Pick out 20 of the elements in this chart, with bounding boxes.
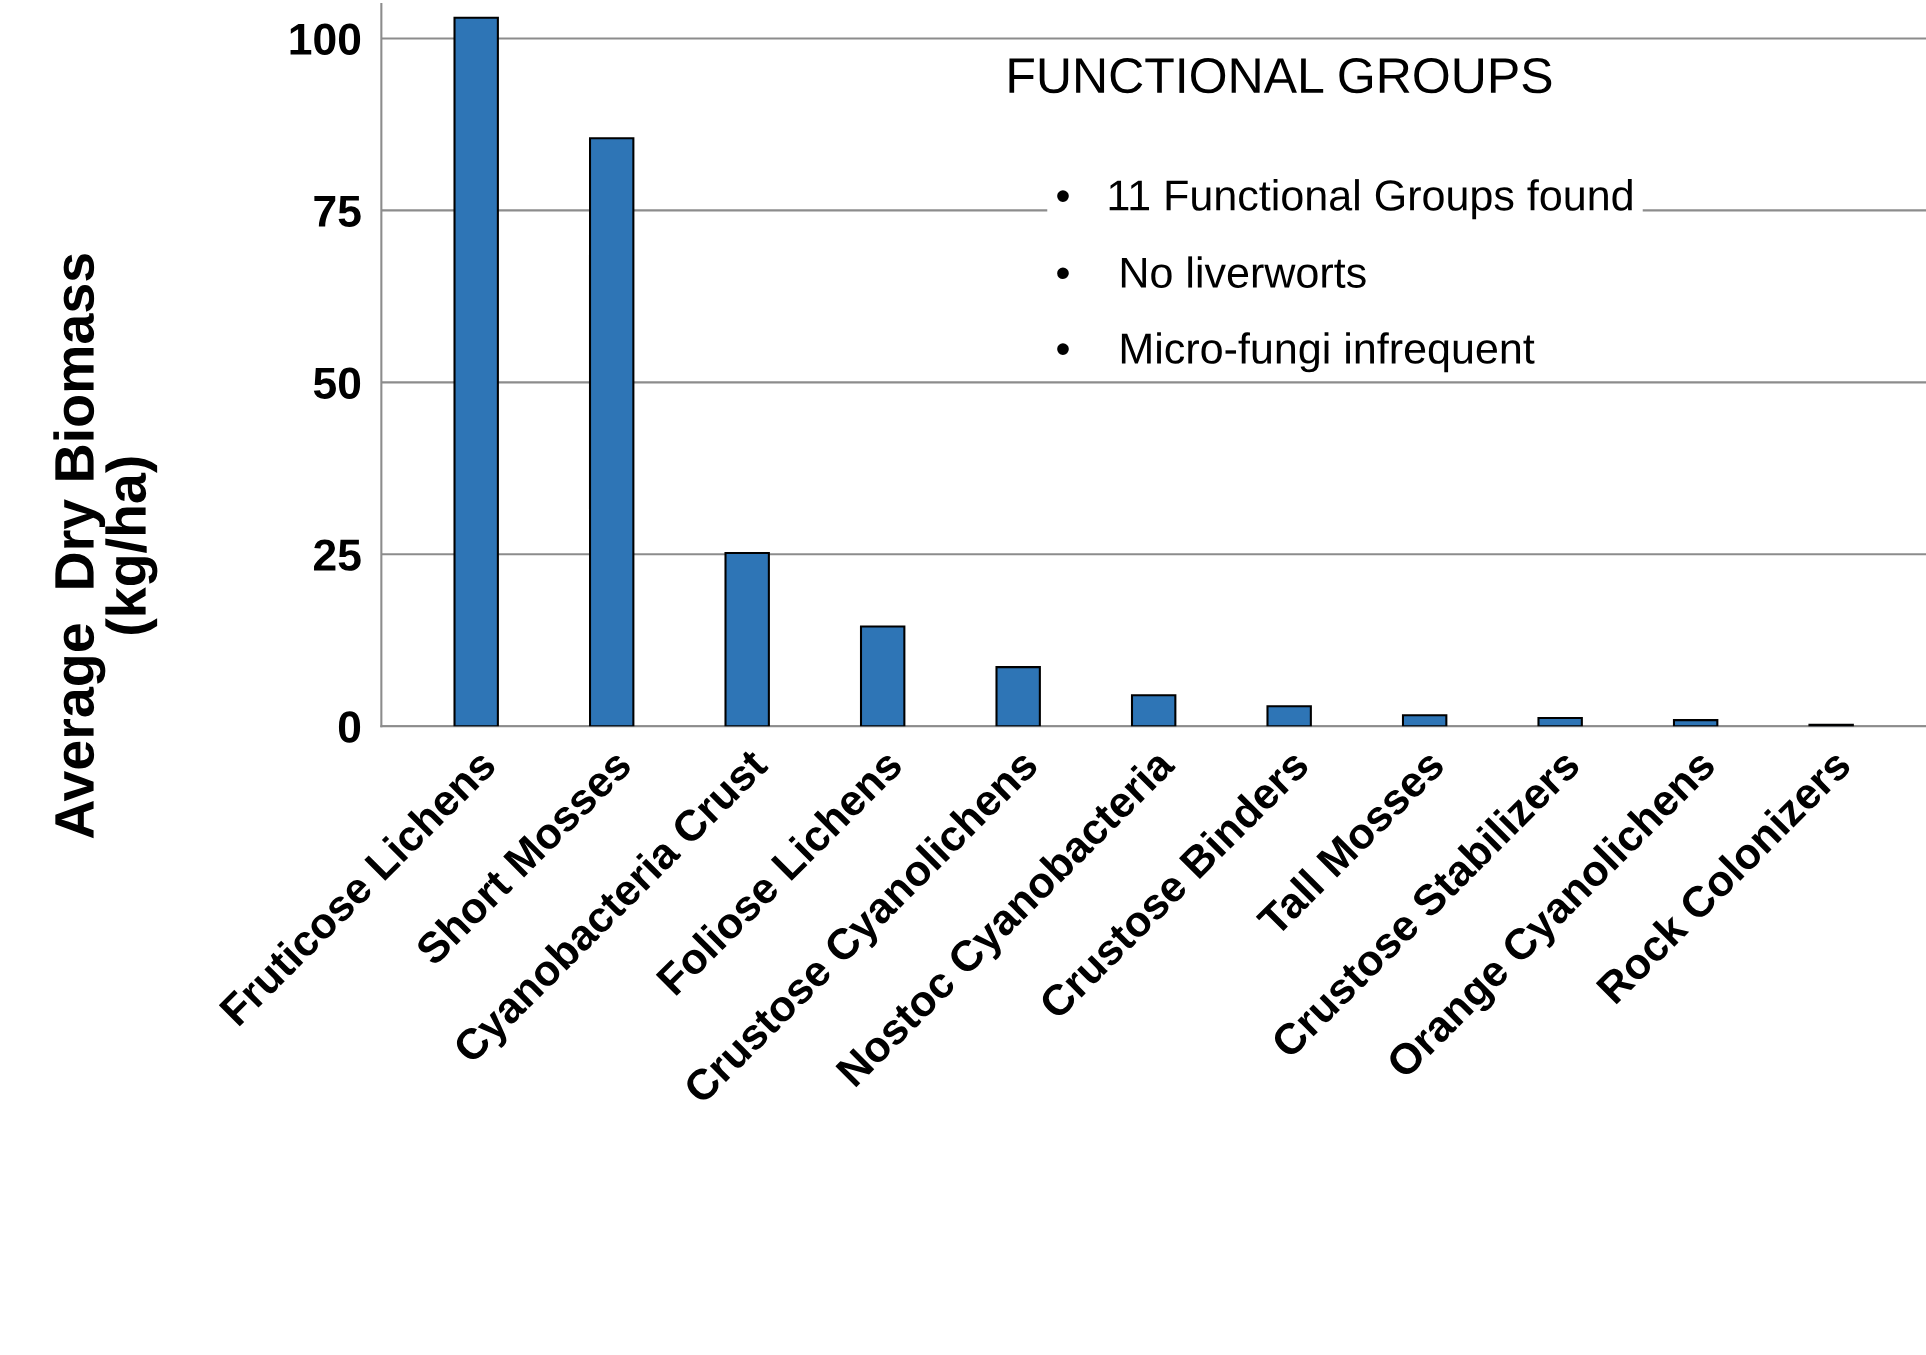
bar <box>1537 716 1583 727</box>
y-tick-label: 75 <box>314 195 361 227</box>
bar <box>995 666 1041 727</box>
annotation: • 11 Functional Groups found <box>1057 179 1632 220</box>
y-tick-label: 0 <box>338 711 361 743</box>
bar <box>1266 705 1312 727</box>
y-tick-label: 50 <box>313 367 361 399</box>
y-tick-label: 25 <box>314 539 361 571</box>
bar <box>1401 714 1448 727</box>
bar <box>1130 694 1177 727</box>
bar <box>859 625 906 727</box>
y-tick-label: 100 <box>290 23 361 55</box>
bar <box>1672 719 1719 727</box>
bar <box>724 551 770 727</box>
annotation: FUNCTIONAL GROUPS <box>1009 57 1552 94</box>
y-axis-title: Average Dry Biomass (kg/ha) <box>53 254 158 839</box>
annotation: • Micro-fungi infrequent <box>1057 332 1535 373</box>
bar <box>453 16 499 727</box>
annotation: • No liverworts <box>1057 256 1366 288</box>
bar <box>588 137 635 727</box>
